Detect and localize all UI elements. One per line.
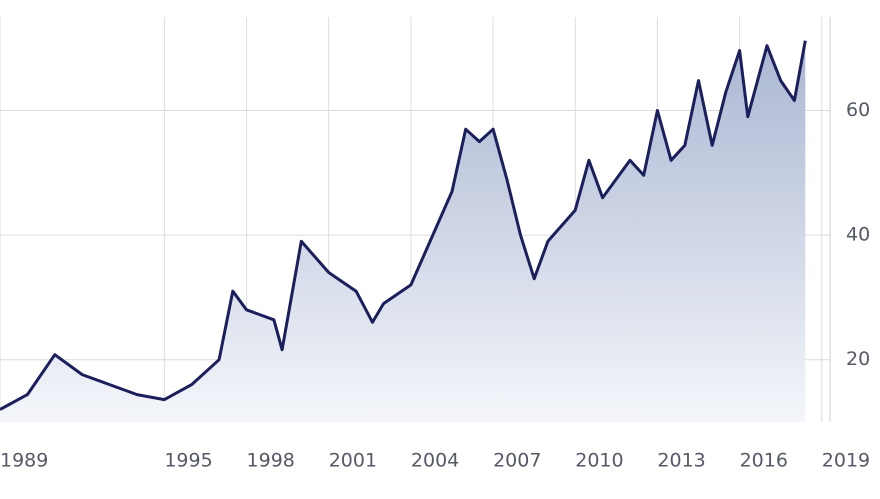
x-tick-label: 1989 <box>0 450 48 472</box>
y-tick-label: 40 <box>846 224 870 246</box>
y-tick-label: 20 <box>846 348 870 370</box>
area-fill <box>0 40 806 422</box>
x-tick-label: 2010 <box>575 450 623 472</box>
plot <box>0 40 807 422</box>
x-tick-label: 1998 <box>247 450 295 472</box>
x-tick-label: 1995 <box>164 450 212 472</box>
x-tick-label: 2016 <box>740 450 788 472</box>
x-tick-label: 2013 <box>657 450 705 472</box>
y-tick-label: 60 <box>846 99 870 121</box>
axis-labels: 20 40 60 1989 1995 1998 2001 2004 2007 2010 2013 20… <box>0 99 870 472</box>
x-tick-label: 2004 <box>411 450 459 472</box>
x-tick-label: 2001 <box>329 450 377 472</box>
price-line <box>0 40 807 411</box>
x-tick-label: 2019 <box>822 450 870 472</box>
x-tick-label: 2007 <box>493 450 541 472</box>
